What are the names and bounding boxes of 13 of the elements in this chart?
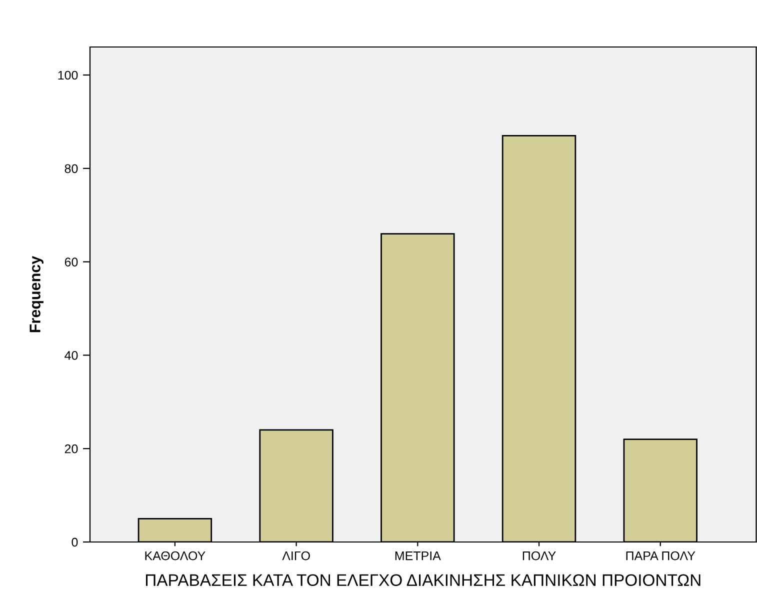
- x-tick-label: ΚΑΘΟΛΟΥ: [145, 551, 206, 560]
- y-tick-label: 100: [58, 70, 78, 80]
- x-axis-title: ΠΑΡΑΒΑΣΕΙΣ ΚΑΤΑ ΤΟΝ ΕΛΕΓΧΟ ΔΙΑΚΙΝΗΣΗΣ ΚΑΠΝΙΚΩΝ ΠΡΟΙΟΝΤΩΝ: [146, 574, 700, 586]
- y-tick-label: 0: [72, 538, 78, 547]
- x-tick-label: ΠΑΡΑ ΠΟΛΥ: [626, 551, 696, 560]
- y-tick-label: 80: [64, 164, 78, 174]
- x-tick-label: ΛΙΓΟ: [282, 551, 310, 560]
- y-tick-label: 40: [64, 351, 78, 360]
- x-tick-label: ΜΕΤΡΙΑ: [395, 551, 441, 560]
- y-axis-title: Frequency: [30, 256, 44, 332]
- y-tick-label: 60: [64, 258, 78, 266]
- x-tick-label: ΠΟΛΥ: [522, 551, 556, 560]
- y-tick-label: 20: [64, 444, 78, 454]
